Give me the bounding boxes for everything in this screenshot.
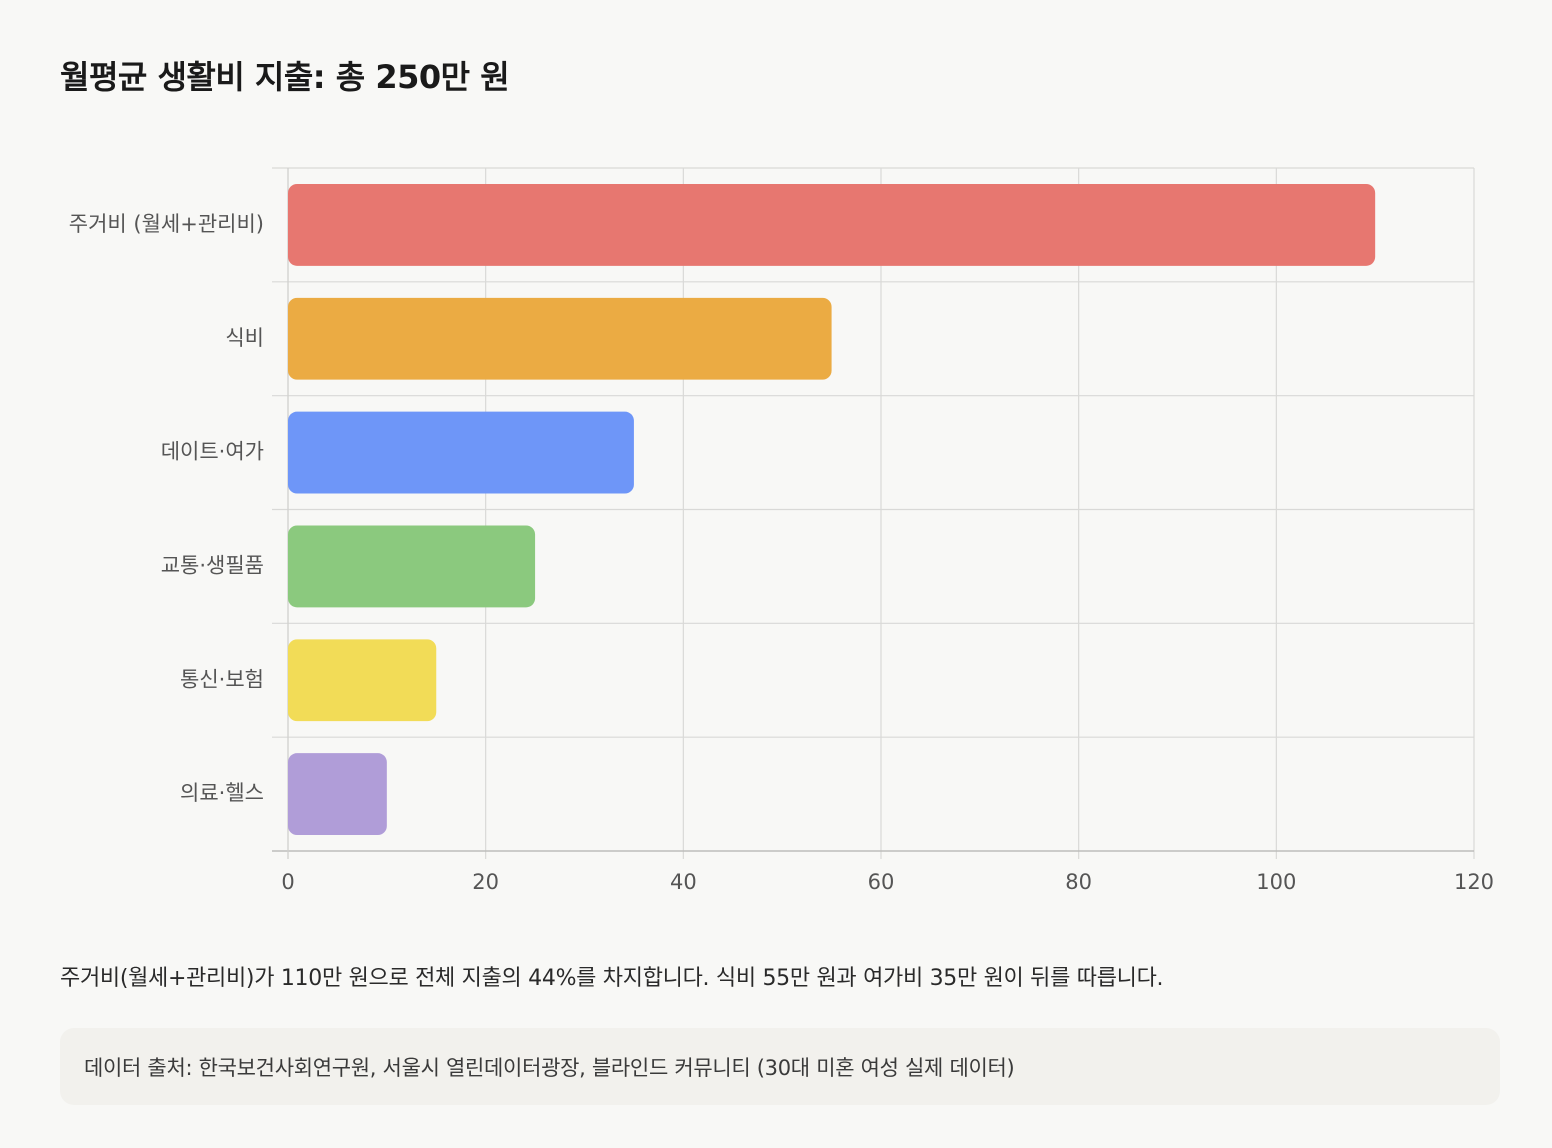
tick-label: 40 [670,870,697,894]
bar [288,753,387,835]
bar [288,297,832,380]
tick-label: 0 [281,870,294,894]
source-box: 데이터 출처: 한국보건사회연구원, 서울시 열린데이터광장, 블라인드 커뮤니… [60,1028,1500,1105]
bars [288,184,1376,835]
tick-label: 100 [1256,870,1296,894]
tick-label: 80 [1065,870,1092,894]
bar [288,184,1376,266]
category-label: 의료·헬스 [180,781,264,805]
tick-label: 120 [1454,870,1494,894]
bar [288,525,536,608]
bar [288,639,437,722]
x-axis-ticks: 0 20 40 60 80 100 120 [281,870,1494,894]
summary-text: 주거비(월세+관리비)가 110만 원으로 전체 지출의 44%를 차지합니다.… [60,966,1164,991]
grid-lines [272,167,1475,859]
category-label: 교통·생필품 [161,553,264,577]
category-label: 통신·보험 [180,667,264,691]
source-text: 데이터 출처: 한국보건사회연구원, 서울시 열린데이터광장, 블라인드 커뮤니… [84,1055,1015,1080]
category-label: 식비 [225,326,264,350]
category-label: 데이트·여가 [161,440,264,464]
category-label: 주거비 (월세+관리비) [69,212,264,236]
tick-label: 20 [472,870,499,894]
page-title: 월평균 생활비 지출: 총 250만 원 [60,58,510,96]
bar [288,411,634,494]
tick-label: 60 [868,870,895,894]
